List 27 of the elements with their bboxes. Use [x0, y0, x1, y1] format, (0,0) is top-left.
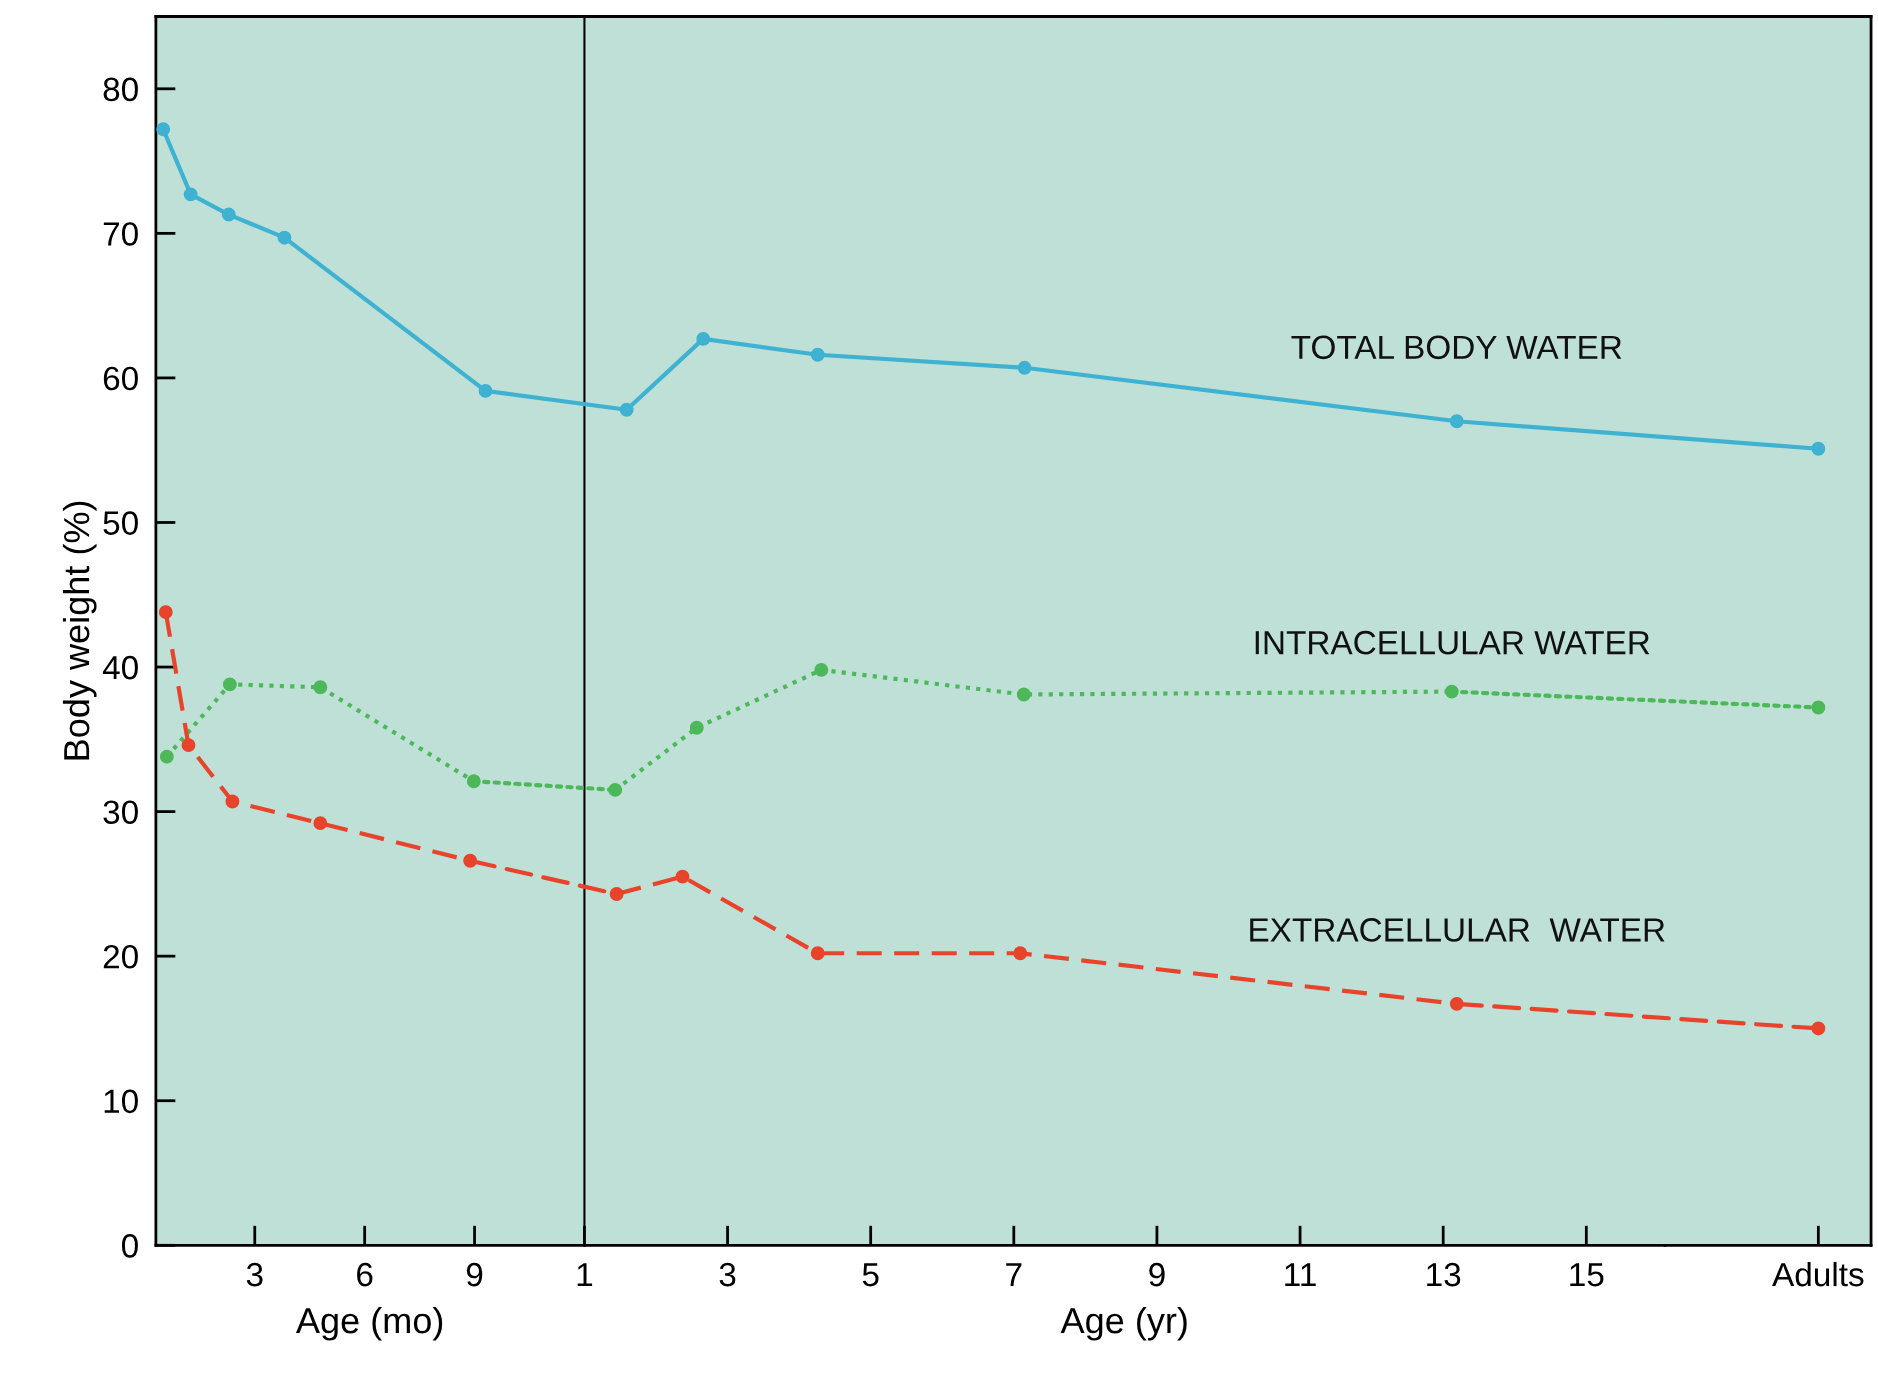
x-tick-label: 13 — [1427, 1262, 1461, 1287]
x-tick-label: 5 — [862, 1263, 879, 1287]
y-tick-label: 70 — [103, 222, 138, 246]
y-tick-label: 50 — [103, 511, 138, 535]
x-tick-label: 9 — [1149, 1262, 1165, 1287]
y-axis-title: Body weight (%) — [62, 501, 97, 760]
x-tick-label: 15 — [1570, 1263, 1604, 1287]
x-tick-label: 7 — [1006, 1263, 1022, 1287]
x-tick-label: 3 — [719, 1262, 736, 1287]
series-label: TOTAL BODY WATER — [1291, 335, 1622, 360]
series-label: INTRACELLULAR WATER — [1255, 630, 1650, 655]
x-tick-label: 11 — [1285, 1263, 1316, 1287]
x-tick-label: 9 — [466, 1262, 483, 1287]
x-tick-label: 6 — [357, 1262, 373, 1287]
x-tick-label: 1 — [577, 1263, 593, 1287]
x-axis-title: Age (yr) — [1060, 1306, 1187, 1341]
y-tick-label: 30 — [103, 800, 138, 824]
x-tick-label: 3 — [246, 1262, 263, 1287]
y-tick-label: 10 — [104, 1089, 138, 1114]
series-label: EXTRACELLULAR WATER — [1250, 918, 1665, 942]
x-tick-label: Adults — [1772, 1261, 1864, 1287]
y-tick-label: 20 — [103, 944, 138, 969]
y-tick-label: 60 — [103, 366, 138, 391]
x-axis-title: Age (mo) — [295, 1306, 443, 1341]
y-tick-label: 80 — [103, 77, 138, 102]
y-tick-label: 0 — [121, 1234, 138, 1258]
y-tick-label: 40 — [102, 655, 138, 680]
